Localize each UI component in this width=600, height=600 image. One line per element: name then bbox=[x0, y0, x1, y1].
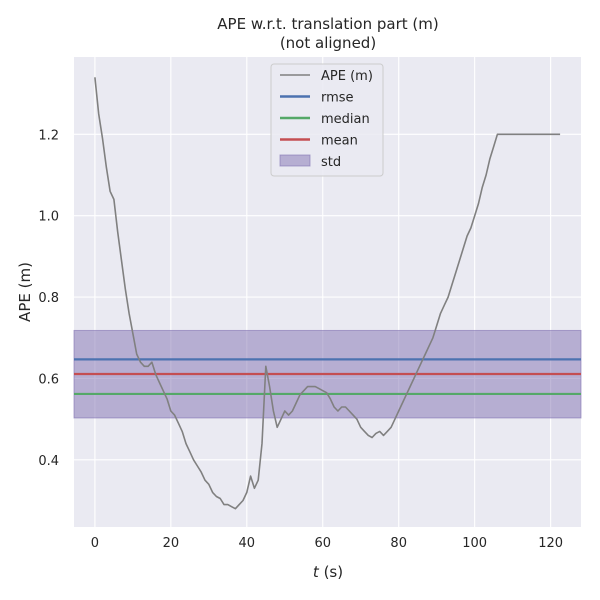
x-axis-label-unit: (s) bbox=[319, 563, 343, 581]
x-tick-label: 120 bbox=[538, 536, 563, 551]
x-tick-label: 80 bbox=[390, 536, 407, 551]
y-tick-label: 1.2 bbox=[38, 128, 59, 143]
y-axis-label: APE (m) bbox=[16, 262, 34, 322]
y-tick-label: 0.6 bbox=[38, 372, 59, 387]
x-axis-label: t (s) bbox=[313, 563, 343, 581]
legend-label: rmse bbox=[321, 91, 354, 106]
x-tick-label: 20 bbox=[163, 536, 180, 551]
legend-label: APE (m) bbox=[321, 69, 373, 84]
legend-box bbox=[270, 63, 384, 177]
y-tick-label: 0.8 bbox=[38, 291, 59, 306]
x-tick-label: 100 bbox=[462, 536, 487, 551]
legend-label: mean bbox=[321, 134, 358, 149]
legend-label: std bbox=[321, 155, 341, 170]
legend-swatch-std bbox=[279, 154, 311, 167]
ape-series-line bbox=[94, 77, 561, 510]
chart-title-line2: (not aligned) bbox=[280, 34, 376, 52]
x-tick-label: 40 bbox=[239, 536, 256, 551]
legend-label: median bbox=[321, 112, 370, 127]
x-tick-label: 0 bbox=[91, 536, 99, 551]
chart-title-line1: APE w.r.t. translation part (m) bbox=[217, 15, 438, 33]
x-axis-label-var: t bbox=[313, 563, 320, 581]
y-tick-label: 1.0 bbox=[38, 210, 59, 225]
x-tick-label: 60 bbox=[314, 536, 331, 551]
y-tick-label: 0.4 bbox=[38, 454, 59, 469]
legend: APE (m) rmse median mean std bbox=[270, 63, 384, 177]
